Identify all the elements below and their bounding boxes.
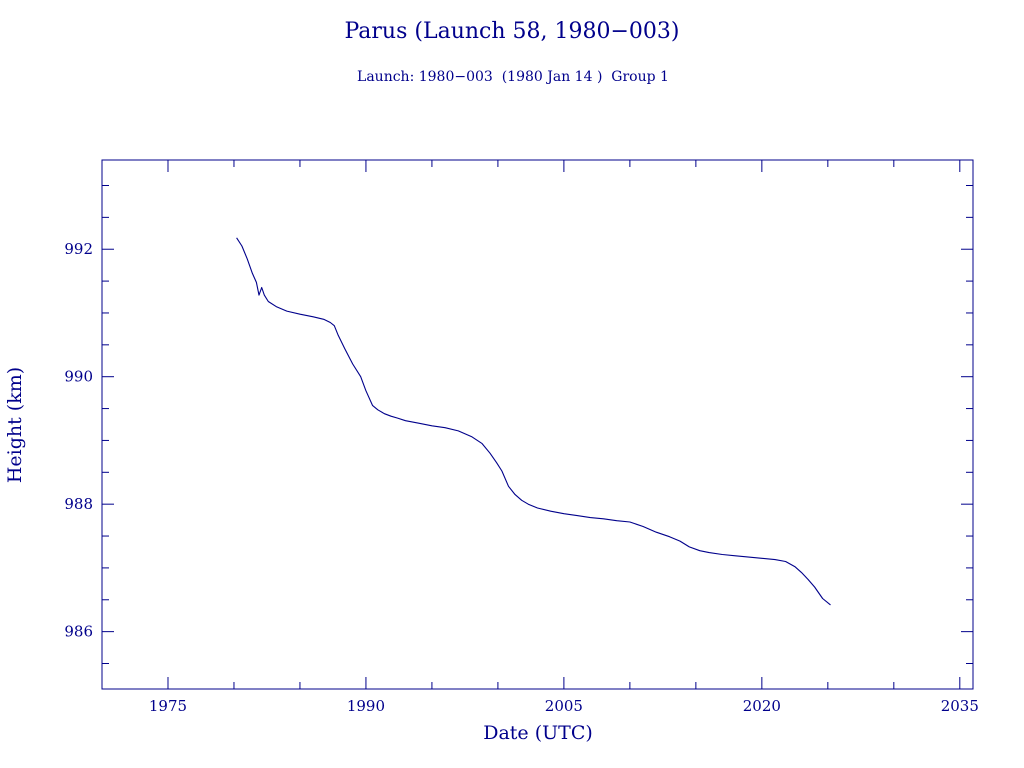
tick-marks (102, 160, 973, 689)
y-tick-labels: 986 988 990 992 (64, 240, 93, 640)
x-tick-label: 2005 (545, 697, 583, 715)
chart-subtitle: Launch: 1980−003 (1980 Jan 14 ) Group 1 (357, 69, 669, 85)
x-tick-label: 1975 (149, 697, 187, 715)
x-tick-label: 1990 (347, 697, 385, 715)
plot-frame (101, 159, 974, 690)
y-axis-label: Height (km) (4, 367, 26, 483)
chart-title: Parus (Launch 58, 1980−003) (344, 19, 679, 44)
x-tick-label: 2035 (941, 697, 979, 715)
series-line-height (236, 237, 831, 606)
y-tick-label: 990 (64, 368, 93, 386)
y-tick-label: 986 (64, 623, 93, 641)
y-tick-label: 992 (64, 240, 93, 258)
x-tick-label: 2020 (743, 697, 781, 715)
x-axis-label: Date (UTC) (483, 722, 593, 744)
y-tick-label: 988 (64, 495, 93, 513)
x-tick-labels: 1975 1990 2005 2020 2035 (149, 697, 979, 715)
